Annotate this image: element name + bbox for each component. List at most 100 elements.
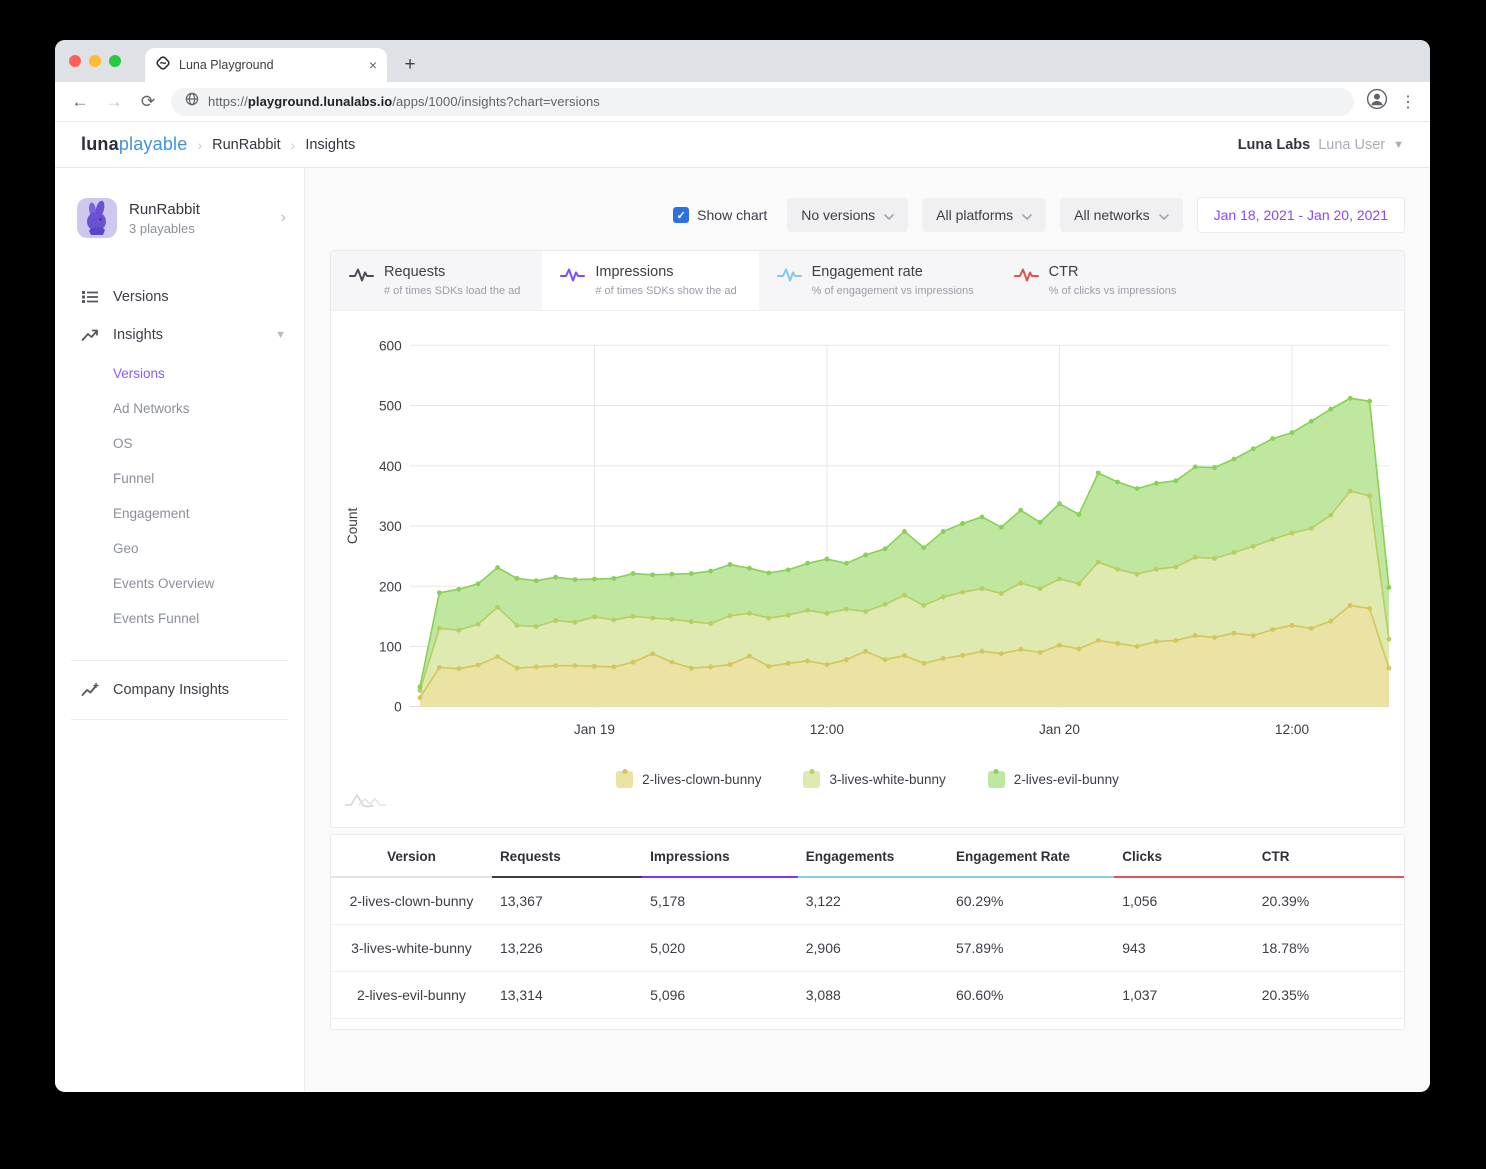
browser-tab[interactable]: Luna Playground × [145,48,387,82]
all-platforms-dropdown[interactable]: All platforms [922,198,1047,232]
sidebar-app-name: RunRabbit [129,200,200,218]
browser-toolbar: ← → ⟳ https://playground.lunalabs.io/app… [55,82,1430,122]
breadcrumb-separator-icon: › [290,136,296,153]
svg-text:12:00: 12:00 [1275,722,1310,737]
breadcrumb-page: Insights [305,136,356,153]
insights-submenu: Versions Ad Networks OS Funnel Engagement Geo… [55,354,304,646]
account-user: Luna User [1318,136,1386,153]
impressions-chart: 0 100 200 300 400 500 600 Jan 19 12:00 Jan 20 12:0… [331,311,1404,827]
versions-table: Version Requests Impressions Engagements Eng… [331,835,1404,1029]
globe-icon [185,92,199,111]
pulse-icon [349,264,374,297]
sidebar-item-company-insights[interactable]: Company Insights [71,671,288,709]
show-chart-checkbox[interactable]: ✓ [673,207,690,223]
versions-table-card: Version Requests Impressions Engagements Eng… [330,834,1405,1031]
svg-text:500: 500 [379,399,402,414]
svg-text:400: 400 [379,459,402,474]
sidebar-subitem-events-overview[interactable]: Events Overview [113,576,215,591]
svg-text:Count: Count [345,508,360,545]
sidebar-subitem-geo[interactable]: Geo [113,541,139,556]
value-cell: 13,367 [491,878,643,926]
version-cell: 2-lives-evil-bunny [331,972,492,1020]
tab-ctr[interactable]: CTR% of clicks vs impressions [996,251,1199,310]
column-header-clicks: Clicks [1114,835,1254,879]
url-text: https://playground.lunalabs.io/apps/1000… [208,94,600,109]
maximize-window-button[interactable] [109,55,121,67]
close-window-button[interactable] [69,55,81,67]
metric-tabs: Requests # of times SDKs load the ad Impre… [331,251,1404,311]
sidebar-subitem-events-funnel[interactable]: Events Funnel [113,611,200,626]
show-chart-label: Show chart [697,207,768,223]
stacked-area-chart: 0 100 200 300 400 500 600 Jan 19 12:00 Jan 20 12:0… [345,338,1392,737]
svg-text:0: 0 [394,700,402,715]
value-cell: 5,096 [642,972,798,1020]
value-cell: 20.35% [1253,972,1404,1020]
legend-item-2-lives-clown-bunny[interactable]: 2-lives-clown-bunny [616,769,761,789]
browser-tab-strip: Luna Playground × + [55,40,1430,82]
value-cell: 1,037 [1114,972,1254,1020]
chevron-down-icon [1158,207,1169,223]
value-cell: 13,314 [491,972,643,1020]
value-cell: 1,056 [1114,878,1254,926]
profile-icon[interactable] [1366,88,1388,115]
value-cell: 3,122 [797,878,948,926]
legend-swatch [616,769,634,789]
date-range-button[interactable]: Jan 18, 2021 - Jan 20, 2021 [1196,197,1405,233]
svg-text:Jan 19: Jan 19 [574,722,615,737]
app-header: lunaplayable › RunRabbit › Insights Luna… [55,122,1430,168]
chevron-down-icon [884,207,894,223]
browser-window: Luna Playground × + ← → ⟳ https://playgr… [55,40,1430,1092]
svg-text:300: 300 [379,519,402,534]
browser-menu-icon[interactable]: ⋮ [1400,93,1416,111]
luna-playable-logo[interactable]: lunaplayable [81,134,188,154]
sidebar-subitem-ad-networks[interactable]: Ad Networks [113,401,190,416]
breadcrumb-separator-icon: › [197,136,203,153]
chevron-down-icon [1022,207,1032,223]
chart-watermark-icon [345,794,386,808]
sidebar-subitem-funnel[interactable]: Funnel [113,471,155,486]
legend-item-3-lives-white-bunny[interactable]: 3-lives-white-bunny [803,769,946,789]
svg-text:600: 600 [379,338,402,353]
chart-legend: 2-lives-clown-bunny 3-lives-white-bunny 2-… [341,769,1394,789]
tab-requests[interactable]: Requests # of times SDKs load the ad [331,251,542,310]
pulse-icon [776,264,802,297]
value-cell: 3,088 [797,972,948,1020]
value-cell: 57.89% [947,925,1115,973]
svg-text:Jan 20: Jan 20 [1039,722,1080,737]
tab-impressions[interactable]: Impressions # of times SDKs show the ad [542,251,759,310]
sidebar-subitem-versions[interactable]: Versions [113,366,165,381]
all-networks-dropdown[interactable]: All networks [1060,198,1183,232]
value-cell: 5,020 [642,925,798,973]
chevron-right-icon: › [280,209,286,226]
sidebar-app-switcher[interactable]: RunRabbit 3 playables › [55,198,304,238]
svg-text:12:00: 12:00 [810,722,845,737]
sidebar-item-insights[interactable]: Insights ▼ [55,316,304,354]
column-header-requests: Requests [491,835,643,879]
legend-item-2-lives-evil-bunny[interactable]: 2-lives-evil-bunny [987,769,1119,789]
tab-engagement-rate[interactable]: Engagement rate% of engagement vs impres… [759,251,996,310]
account-menu[interactable]: Luna Labs Luna User ▼ [1238,137,1404,153]
reload-icon[interactable]: ⟳ [140,91,156,111]
sidebar-item-label: Insights [113,327,163,343]
chevron-down-icon: ▼ [1393,138,1404,151]
forward-icon[interactable]: → [105,91,123,111]
tabstrip-filler [1198,251,1404,310]
column-header-ctr: CTR [1253,835,1404,879]
no-versions-dropdown[interactable]: No versions [787,198,909,232]
url-bar[interactable]: https://playground.lunalabs.io/apps/1000… [171,87,1354,116]
sidebar-item-versions[interactable]: Versions [55,278,304,316]
new-tab-button[interactable]: + [404,54,416,75]
pulse-icon [1013,264,1039,297]
chevron-down-icon: ▼ [275,329,286,341]
back-icon[interactable]: ← [71,91,89,111]
sidebar-subitem-os[interactable]: OS [113,436,133,451]
breadcrumb-app[interactable]: RunRabbit [212,136,281,153]
column-header-engagement-rate: Engagement Rate [947,835,1115,879]
minimize-window-button[interactable] [89,55,101,67]
sidebar-subitem-engagement[interactable]: Engagement [113,506,190,521]
list-icon [81,289,99,305]
svg-text:100: 100 [379,639,402,654]
tab-close-icon[interactable]: × [368,57,377,73]
sidebar-item-label: Versions [113,289,169,305]
main-content: ✓ Show chart No versions All platforms All… [305,168,1430,1091]
